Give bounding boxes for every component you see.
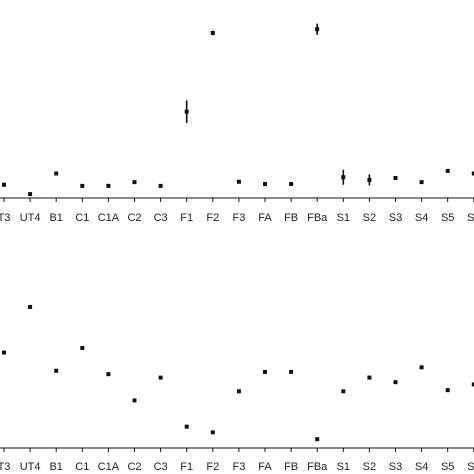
bottom-x-tick-label: S5: [441, 461, 454, 473]
top-data-point: [184, 109, 189, 114]
bottom-x-tick-label: UT4: [20, 461, 41, 473]
bottom-data-points: [2, 304, 474, 442]
top-x-tick-label: S2: [363, 212, 376, 224]
top-data-point: [315, 27, 320, 32]
top-x-tick-label: T3: [0, 212, 10, 224]
bottom-data-point: [54, 368, 59, 373]
bottom-x-tick-label: S6: [467, 461, 474, 473]
bottom-x-tick-label: S1: [337, 461, 350, 473]
bottom-x-tick-label: S3: [389, 461, 402, 473]
top-data-points: [2, 23, 474, 197]
bottom-data-point: [471, 382, 474, 387]
top-x-tick-label: C1A: [98, 212, 120, 224]
bottom-data-point: [106, 372, 111, 377]
top-x-tick-label: FA: [258, 212, 272, 224]
bottom-x-tick-label: B1: [49, 461, 62, 473]
bottom-x-tick-label: T3: [0, 461, 10, 473]
bottom-x-tick-label: FA: [258, 461, 272, 473]
bottom-data-point: [236, 389, 241, 394]
top-data-point: [367, 177, 372, 182]
top-data-point: [54, 171, 59, 176]
bottom-x-tick-label: C3: [154, 461, 168, 473]
top-x-tick-label: UT4: [20, 212, 41, 224]
bottom-x-tick-label: F3: [232, 461, 245, 473]
bottom-x-tick-labels: T3 UT4 B1 C1 C1A C2 C3 F1 F2 F3 FA FB FBa S1 S2 S3 S4 S5 S…: [0, 461, 474, 473]
bottom-data-point: [2, 350, 6, 355]
top-data-point: [80, 183, 85, 188]
top-data-point: [341, 175, 346, 180]
top-x-tick-label: S3: [389, 212, 402, 224]
top-x-tick-label: S5: [441, 212, 454, 224]
top-plot-panel: T3 UT4 B1 C1 C1A C2 C3 F1 F2 F3 FA FB FBa S1 S2 S3 S4 S5 S…: [0, 23, 474, 224]
top-x-tick-label: FBa: [307, 212, 328, 224]
top-x-tick-label: C2: [127, 212, 141, 224]
top-x-tick-label: S6: [467, 212, 474, 224]
bottom-data-point: [184, 424, 189, 429]
bottom-x-tick-label: C2: [127, 461, 141, 473]
bottom-data-point: [445, 388, 450, 393]
top-data-point: [289, 182, 294, 187]
bottom-data-point: [289, 369, 294, 374]
top-x-tick-label: B1: [49, 212, 62, 224]
top-data-point: [419, 180, 424, 185]
top-x-tick-label: S1: [337, 212, 350, 224]
top-data-point: [471, 171, 474, 176]
bottom-data-point: [419, 365, 424, 370]
bottom-data-point: [393, 380, 398, 385]
top-data-point: [263, 182, 267, 187]
top-x-tick-label: S4: [415, 212, 428, 224]
bottom-x-tick-label: F2: [206, 461, 219, 473]
top-data-point: [106, 183, 111, 188]
bottom-x-tick-label: S4: [415, 461, 428, 473]
bottom-x-tick-label: FBa: [307, 461, 328, 473]
top-data-point: [2, 182, 6, 187]
top-data-point: [28, 192, 33, 197]
top-x-tick-label: C1: [75, 212, 89, 224]
bottom-plot-panel: T3 UT4 B1 C1 C1A C2 C3 F1 F2 F3 FA FB FBa S1 S2 S3 S4 S5 S…: [0, 304, 474, 473]
top-x-tick-label: F1: [180, 212, 193, 224]
bottom-x-tick-label: C1A: [98, 461, 120, 473]
bottom-data-point: [28, 304, 33, 309]
bottom-data-point: [132, 398, 137, 403]
bottom-x-tick-label: S2: [363, 461, 376, 473]
bottom-data-point: [341, 389, 346, 394]
top-data-point: [132, 180, 137, 185]
top-data-point: [393, 176, 398, 181]
bottom-x-ticks: [3, 448, 474, 452]
top-data-point: [445, 168, 450, 173]
bottom-data-point: [263, 369, 267, 374]
top-data-point: [158, 183, 163, 188]
top-x-tick-label: C3: [154, 212, 168, 224]
bottom-x-tick-label: F1: [180, 461, 193, 473]
bottom-data-point: [80, 345, 85, 350]
bottom-data-point: [158, 375, 163, 380]
bottom-data-point: [210, 430, 215, 435]
top-x-tick-label: F3: [232, 212, 245, 224]
top-x-tick-labels: T3 UT4 B1 C1 C1A C2 C3 F1 F2 F3 FA FB FBa S1 S2 S3 S4 S5 S…: [0, 212, 474, 224]
bottom-x-tick-label: FB: [284, 461, 298, 473]
top-data-point: [210, 30, 215, 35]
bottom-x-tick-label: C1: [75, 461, 89, 473]
bottom-data-point: [367, 375, 372, 380]
top-x-ticks: [3, 198, 474, 202]
bottom-data-point: [315, 437, 320, 442]
top-x-tick-label: F2: [206, 212, 219, 224]
top-data-point: [236, 179, 241, 184]
top-x-tick-label: FB: [284, 212, 298, 224]
